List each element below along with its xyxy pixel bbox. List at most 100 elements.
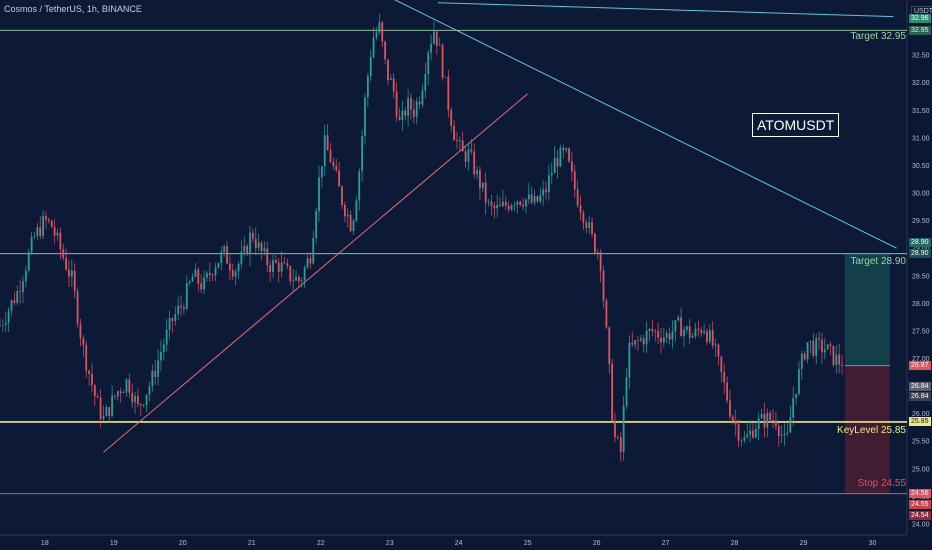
candle (157, 349, 159, 386)
candle-body (838, 354, 841, 365)
candle-body (266, 248, 269, 266)
candle (829, 341, 832, 355)
trendline-descending (394, 0, 897, 249)
candle-body (720, 356, 723, 373)
key-level-annotation: KeyLevel 25.85 (837, 424, 906, 436)
time-axis-background (0, 535, 932, 550)
candle (447, 69, 450, 118)
candle-body (318, 177, 320, 212)
candle (519, 200, 522, 207)
candle-body (723, 372, 726, 383)
candle (700, 327, 703, 338)
candle-body (729, 400, 731, 417)
candle-body (401, 110, 404, 120)
candle-body (444, 76, 447, 78)
candle (381, 20, 384, 48)
candle-body (352, 220, 355, 231)
candle (424, 62, 427, 99)
candle-body (565, 148, 568, 151)
candle-body (389, 78, 392, 81)
price-tag: 26.84 (909, 391, 931, 401)
candle-body (168, 318, 171, 330)
candle-body (818, 338, 820, 340)
candle-body (289, 265, 292, 282)
candle (82, 335, 85, 357)
candle-body (62, 249, 65, 258)
profit-zone (844, 253, 890, 366)
candle-body (378, 22, 381, 33)
price-tag: 26.87 (909, 361, 931, 371)
candle (757, 412, 760, 441)
candle-body (453, 125, 455, 141)
candle (637, 335, 639, 351)
candle (441, 43, 444, 81)
candle (272, 253, 274, 279)
candle (47, 217, 50, 224)
candle (346, 208, 349, 228)
candle (404, 106, 407, 121)
candle-body (599, 252, 602, 271)
candle-body (249, 232, 251, 255)
candle (616, 434, 619, 440)
candle (450, 106, 453, 132)
candle (619, 432, 622, 462)
candle (76, 287, 79, 328)
candle-body (122, 391, 125, 394)
candle-body (220, 252, 223, 264)
candle-body (542, 189, 545, 196)
price-tag: 32.96 (909, 14, 931, 24)
candle-body (226, 245, 228, 264)
candle (226, 241, 228, 265)
candle-body (88, 370, 90, 374)
y-tick-label: 29.50 (912, 218, 930, 225)
candle (510, 203, 513, 212)
candle (341, 184, 343, 209)
candle (479, 166, 481, 200)
candle (777, 422, 780, 447)
candle (499, 197, 501, 207)
candle (372, 27, 375, 59)
candle (269, 260, 272, 283)
candle (602, 265, 605, 309)
candle-body (441, 45, 444, 78)
y-tick-label: 27.00 (912, 356, 930, 363)
price-tag: 32.95 (909, 25, 931, 35)
candle (277, 258, 280, 283)
candle (349, 210, 352, 232)
candle-body (665, 333, 668, 338)
candle (358, 167, 361, 211)
candle-body (490, 201, 493, 206)
candle-body (364, 97, 366, 136)
candle (102, 405, 105, 422)
candle (128, 373, 131, 398)
candle (211, 272, 214, 282)
candle-body (479, 170, 481, 189)
candle (300, 277, 303, 288)
candle (783, 423, 786, 446)
candle (312, 230, 315, 265)
candle-body (841, 364, 843, 366)
candle (263, 241, 266, 256)
price-tag: 26.84 (909, 381, 931, 391)
candle (685, 325, 688, 334)
y-tick-label: 24.00 (912, 521, 930, 528)
candle-body (65, 257, 67, 270)
candle-body (171, 318, 174, 322)
candle-body (591, 222, 593, 234)
candle-body (792, 397, 795, 418)
candle (680, 307, 683, 337)
price-tag: 24.54 (909, 510, 931, 520)
candle-body (404, 110, 407, 116)
candle-body (648, 329, 651, 332)
candle (254, 227, 257, 256)
candle (203, 270, 205, 295)
candle-body (214, 267, 217, 276)
candle-body (70, 270, 73, 277)
candle (453, 119, 455, 141)
candle-body (151, 370, 154, 387)
candle (573, 164, 576, 198)
candle-body (596, 252, 599, 253)
candle (677, 315, 680, 322)
candle (706, 328, 708, 346)
